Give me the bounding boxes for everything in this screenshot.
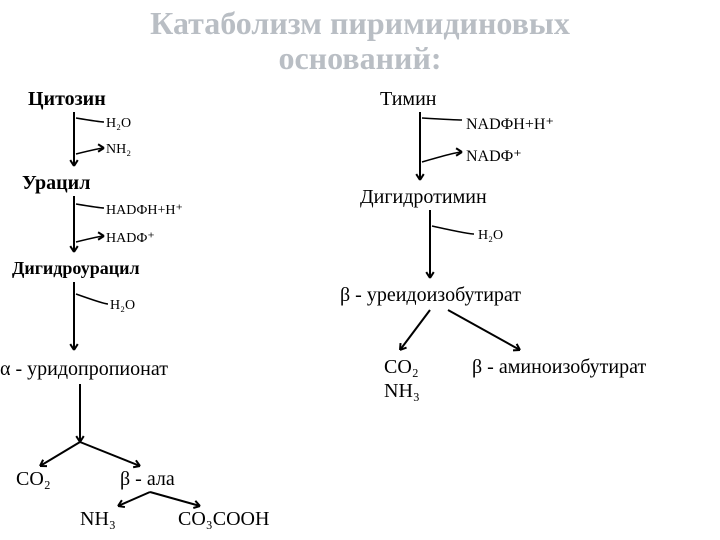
node-co2_left: CO₂ (16, 468, 51, 491)
label-h2o_1: H₂O (106, 116, 131, 132)
a-split-co2l (40, 442, 80, 466)
label-nh2: NH₂ (106, 142, 131, 158)
node-uridoprop: α - уридопропионат (0, 358, 168, 381)
title-line-2: оснований: (0, 41, 720, 76)
node-co3cooh: CO₃COOH (178, 508, 269, 531)
label-nadfh_r: NADФН+Н⁺ (466, 114, 554, 134)
a-urei-amin (448, 310, 520, 350)
node-dihydrothymine: Дигидротимин (360, 186, 487, 209)
label-h2o_r: H₂O (478, 228, 503, 244)
a-bala-co3 (150, 492, 200, 506)
pathway-diagram: Цитозин Урацил Дигидроурацил α - уридопропи… (0, 88, 720, 540)
node-nh3_left: NH₃ (80, 508, 116, 531)
node-thymine: Тимин (380, 88, 436, 111)
node-ureidoisobut: β - уреидоизобутират (340, 284, 521, 307)
node-dihydrouracil: Дигидроурацил (12, 258, 140, 279)
title-line-1: Катаболизм пиримидиновых (0, 6, 720, 41)
node-beta_ala: β - ала (120, 468, 175, 491)
label-nadf_r: NADФ⁺ (466, 146, 522, 166)
node-aminoisobut: β - аминоизобутират (472, 356, 646, 379)
node-cytosine: Цитозин (28, 88, 106, 111)
c-nadfh-r (422, 118, 462, 120)
a-bala-nh3 (118, 492, 150, 506)
label-nadfh_l: НАDФН+Н⁺ (106, 202, 183, 219)
c-nadfh-l (76, 204, 104, 208)
node-co2_right: CO₂ (384, 356, 419, 379)
node-uracil: Урацил (22, 172, 90, 195)
c-h2o-2 (76, 294, 108, 304)
label-nadf_l: НАDФ⁺ (106, 230, 155, 247)
c-h2o-1 (76, 118, 104, 122)
label-h2o_2: H₂O (110, 298, 135, 314)
a-urei-co2r (400, 310, 430, 350)
c-nadf-r (422, 152, 462, 162)
node-nh3_right: NH₃ (384, 380, 420, 403)
c-h2o-r (432, 226, 474, 234)
page-title: Катаболизм пиримидиновых оснований: (0, 0, 720, 76)
a-split-bala (80, 442, 140, 466)
